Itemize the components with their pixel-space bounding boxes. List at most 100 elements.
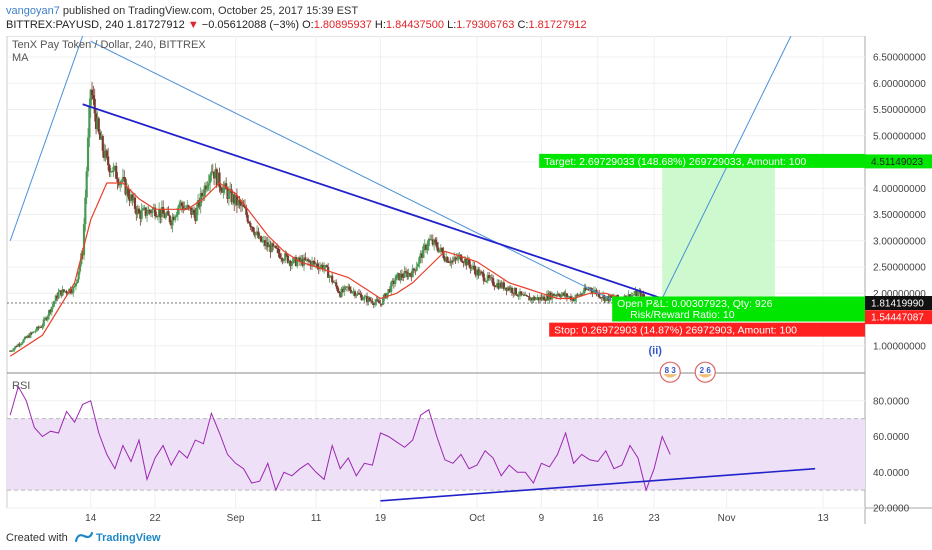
- candle-body: [263, 240, 267, 246]
- price-tag-label: 4.51149023: [871, 157, 924, 168]
- candle-body: [304, 257, 307, 261]
- candle-body: [199, 192, 202, 207]
- candle-body: [414, 269, 417, 271]
- candle-body: [37, 326, 40, 329]
- candle-body: [481, 272, 484, 274]
- candle-body: [327, 267, 330, 278]
- candle-body: [289, 261, 292, 266]
- candle-body: [135, 208, 138, 215]
- candle-body: [11, 350, 15, 352]
- candle-body: [636, 291, 640, 296]
- time-axis[interactable]: 14 22 Sep 11 19 Oct 9 16 23 Nov 13: [85, 513, 829, 524]
- price-tag-label: 1.81419990: [871, 299, 924, 310]
- candle-body: [290, 263, 294, 266]
- candle-body: [52, 304, 55, 307]
- time-tick-label: 11: [311, 513, 322, 524]
- channel-line-mid[interactable]: [90, 40, 647, 318]
- tradingview-brand[interactable]: TradingView: [96, 532, 161, 544]
- candle-body: [29, 332, 32, 338]
- candle-body: [365, 296, 369, 303]
- candle-body: [85, 171, 88, 198]
- candle-body: [186, 205, 189, 209]
- candle-body: [268, 244, 271, 248]
- badge-swoosh: [663, 374, 678, 378]
- candle-body: [214, 169, 217, 179]
- ma-indicator-label: MA: [12, 52, 29, 64]
- earnings-badge-icon[interactable]: [659, 361, 681, 383]
- candle-body: [320, 264, 323, 267]
- candle-body: [357, 292, 361, 294]
- candle-body: [459, 254, 463, 261]
- candle-body: [336, 286, 339, 291]
- rsi-tick-label: 40.0000: [873, 468, 910, 479]
- candle-body: [384, 293, 387, 299]
- candle-body: [433, 239, 436, 245]
- candle-body: [175, 214, 178, 217]
- candle-body: [634, 290, 637, 295]
- footer: Created with TradingView: [0, 524, 932, 550]
- candle-body: [78, 264, 82, 272]
- candle-body: [482, 273, 485, 281]
- author-link[interactable]: vangoyan7: [6, 5, 60, 17]
- candle-body: [369, 300, 373, 302]
- candle-body: [196, 200, 200, 208]
- candle-body: [292, 258, 295, 264]
- candle-body: [584, 287, 587, 290]
- time-tick-label: 13: [818, 513, 830, 524]
- candle-body: [218, 172, 221, 188]
- candle-body: [467, 258, 471, 265]
- candle-body: [492, 278, 495, 286]
- candle-body: [321, 264, 324, 270]
- channel-line-upper[interactable]: [9, 36, 84, 241]
- open-label: O:: [302, 19, 314, 31]
- candle-body: [462, 262, 465, 264]
- candle-body: [505, 287, 508, 291]
- candle-body: [553, 295, 556, 296]
- candle-body: [9, 351, 12, 352]
- candle-body: [187, 205, 190, 208]
- candle-body: [328, 276, 331, 278]
- main-trendline[interactable]: [82, 103, 663, 300]
- publication-line: vangoyan7 published on TradingView.com, …: [6, 5, 358, 17]
- rsi-trendline[interactable]: [380, 467, 816, 502]
- candle-body: [129, 194, 133, 202]
- rsi-band: [7, 418, 865, 491]
- candle-body: [237, 200, 240, 206]
- low-label: L:: [447, 19, 457, 31]
- candle-body: [504, 287, 507, 290]
- candle-body: [359, 293, 362, 295]
- position-tool[interactable]: Target: 2.69729033 (148.68%) 269729033, …: [539, 153, 865, 337]
- candle-body: [81, 253, 84, 256]
- candle-body: [469, 264, 472, 269]
- candle-body: [453, 257, 456, 261]
- candle-body: [145, 213, 149, 216]
- candle-body: [394, 280, 397, 284]
- earnings-badge-icon[interactable]: [694, 361, 716, 383]
- candle-body: [180, 202, 184, 207]
- rsi-axis[interactable]: 20.0000 40.0000 60.0000 80.0000: [873, 396, 910, 514]
- candle-body: [475, 269, 479, 276]
- candle-body: [39, 327, 43, 328]
- candle-body: [162, 207, 165, 214]
- candle-body: [207, 183, 210, 186]
- candle-body: [524, 295, 527, 296]
- event-badges[interactable]: 8 3 2 6: [659, 361, 716, 383]
- price-chart[interactable]: Target: 2.69729033 (148.68%) 269729033, …: [0, 36, 932, 524]
- candle-body: [501, 282, 504, 288]
- candle-body: [379, 303, 382, 305]
- candle-body: [310, 261, 314, 267]
- candle-body: [340, 288, 343, 297]
- candle-body: [498, 282, 501, 289]
- candle-body: [602, 295, 605, 298]
- rsi-indicator-label: RSI: [12, 380, 30, 392]
- candle-body: [541, 296, 544, 300]
- candle-body: [577, 294, 581, 296]
- candle-body: [408, 273, 412, 275]
- candle-body: [19, 343, 23, 346]
- candle-body: [478, 271, 481, 276]
- time-tick-label: 16: [592, 513, 604, 524]
- candle-body: [84, 197, 87, 225]
- candle-body: [170, 222, 173, 226]
- candle-body: [585, 288, 589, 290]
- candle-body: [510, 287, 514, 293]
